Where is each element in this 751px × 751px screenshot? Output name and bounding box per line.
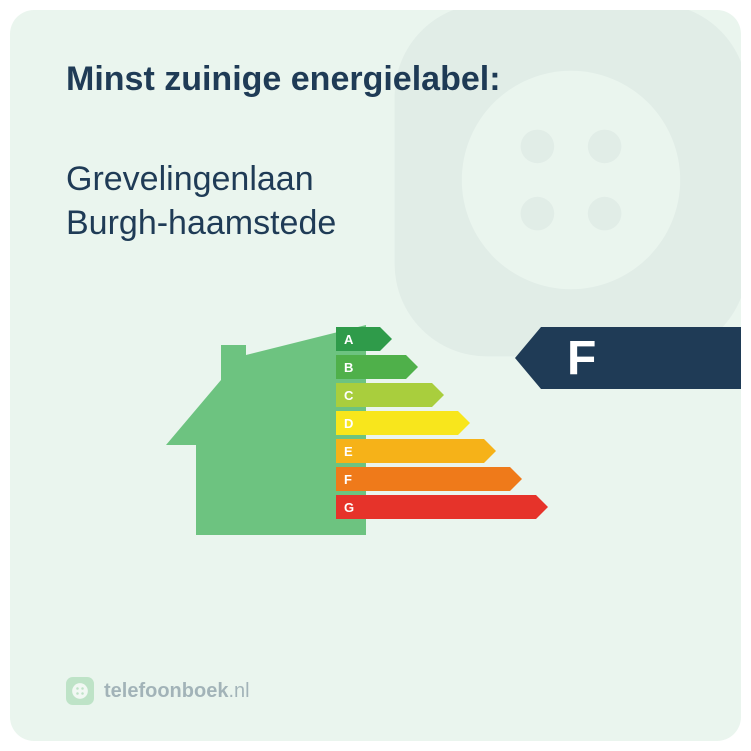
energy-bar: D xyxy=(336,411,458,435)
energy-bar-letter: B xyxy=(344,360,353,375)
footer-brand-name: telefoonboek xyxy=(104,680,228,702)
energy-bar-row: B xyxy=(336,355,536,379)
footer-logo-icon xyxy=(66,677,94,705)
energy-bar: F xyxy=(336,467,510,491)
energy-bar: A xyxy=(336,327,380,351)
energy-bar-row: C xyxy=(336,383,536,407)
energy-bar-row: E xyxy=(336,439,536,463)
address-line-1: Grevelingenlaan xyxy=(66,160,314,198)
energy-bar: G xyxy=(336,495,536,519)
energy-bar-letter: F xyxy=(344,472,352,487)
address-line-2: Burgh-haamstede xyxy=(66,204,336,242)
energy-bar: B xyxy=(336,355,406,379)
energy-bar: C xyxy=(336,383,432,407)
footer: telefoonboek.nl xyxy=(66,677,250,705)
energy-bar-letter: G xyxy=(344,500,354,515)
footer-brand-tld: .nl xyxy=(228,680,249,702)
energy-bars: ABCDEFG xyxy=(336,327,536,519)
energy-bar-letter: D xyxy=(344,416,353,431)
energy-bar-row: F xyxy=(336,467,536,491)
energy-bar-letter: A xyxy=(344,332,353,347)
card: Minst zuinige energielabel: Grevelingenl… xyxy=(10,10,741,741)
energy-bar-row: A xyxy=(336,327,536,351)
energy-bar-row: D xyxy=(336,411,536,435)
energy-bar-letter: E xyxy=(344,444,353,459)
energy-pointer-label: F xyxy=(541,331,596,386)
address-subtitle: Grevelingenlaan Burgh-haamstede xyxy=(66,157,685,245)
page-title: Minst zuinige energielabel: xyxy=(66,60,685,99)
footer-brand: telefoonboek.nl xyxy=(104,680,250,703)
energy-pointer: F xyxy=(541,327,741,389)
energy-bar-letter: C xyxy=(344,388,353,403)
energy-bar: E xyxy=(336,439,484,463)
energy-bar-row: G xyxy=(336,495,536,519)
energy-chart: ABCDEFG F xyxy=(66,315,685,555)
